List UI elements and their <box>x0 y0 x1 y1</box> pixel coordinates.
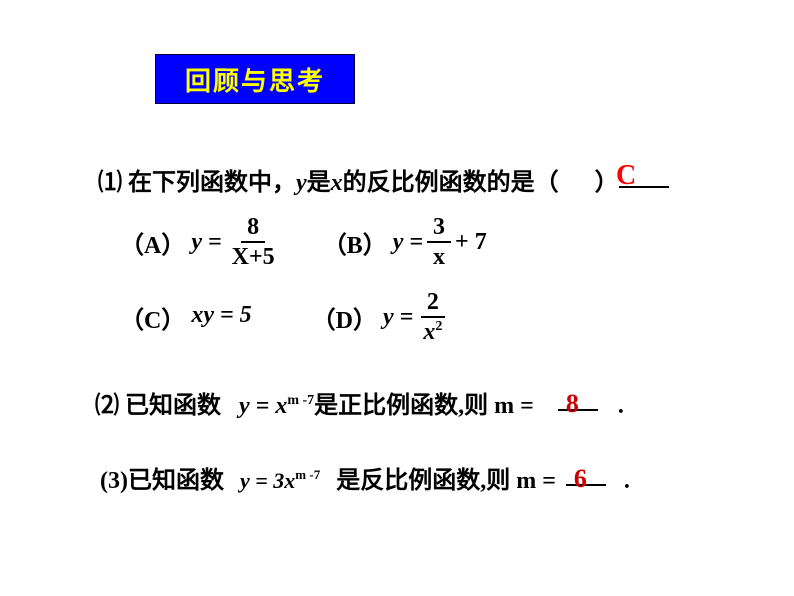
q1-num: ⑴ <box>98 170 122 196</box>
optD-den-base: x <box>423 319 435 345</box>
optA-lhs: y = <box>191 229 221 256</box>
q3-answer: 6 <box>574 464 587 494</box>
question-2: ⑵ 已知函数 y = xm -7是正比例函数,则 m = 8 . <box>95 385 624 420</box>
optA-den: X+5 <box>226 243 281 269</box>
q2-answer: 8 <box>566 389 579 419</box>
question-1: ⑴ 在下列函数中，y是x的反比例函数的是（） <box>98 162 669 197</box>
options-row-2: （C） xy = 5 （D） y = 2 x2 <box>120 290 452 344</box>
question-3: (3)已知函数 y = 3xm -7 是反比例函数,则 m = 6 . <box>100 460 630 495</box>
options-row-1: （A） y = 8 X+5 （B） y = 3 x + 7 <box>120 215 487 269</box>
q1-mid1: 是 <box>307 170 331 196</box>
q2-eq: y = x <box>239 393 287 419</box>
optD-frac: 2 x2 <box>417 290 448 344</box>
q2-num: ⑵ <box>95 393 119 419</box>
optA-label: （A） <box>120 225 185 260</box>
optB-frac: 3 x <box>427 215 451 269</box>
optC-label: （C） <box>120 300 185 335</box>
q3-period: . <box>624 468 630 494</box>
option-d: （D） y = 2 x2 <box>312 290 453 344</box>
q1-answer: C <box>616 160 636 192</box>
option-b: （B） y = 3 x + 7 <box>323 215 487 269</box>
q1-x: x <box>331 170 343 196</box>
optD-den: x2 <box>417 318 448 344</box>
option-a: （A） y = 8 X+5 <box>120 215 285 269</box>
optB-plus: + 7 <box>455 229 487 256</box>
q3-exp: m -7 <box>295 467 320 482</box>
optD-num: 2 <box>421 290 445 318</box>
q2-post: 是正比例函数,则 m = <box>314 393 534 419</box>
optD-lhs: y = <box>383 304 413 331</box>
q3-num: (3) <box>100 468 128 494</box>
optB-lhs: y = <box>393 229 423 256</box>
optB-den: x <box>427 243 451 269</box>
q3-post: 是反比例函数,则 m = <box>336 468 556 494</box>
optD-label: （D） <box>312 300 377 335</box>
optA-num: 8 <box>241 215 265 243</box>
q3-eq: y = 3x <box>240 468 295 493</box>
q2-pre: 已知函数 <box>125 393 221 419</box>
optB-label: （B） <box>323 225 387 260</box>
option-c: （C） xy = 5 <box>120 300 252 335</box>
q2-period: . <box>618 393 624 419</box>
optC-eq: xy = 5 <box>191 302 251 329</box>
q1-mid2: 的反比例函数的是（ <box>343 170 559 196</box>
optB-num: 3 <box>427 215 451 243</box>
title-box: 回顾与思考 <box>155 54 355 104</box>
q1-y: y <box>296 170 307 196</box>
q3-pre: 已知函数 <box>128 468 224 494</box>
q1-pre: 在下列函数中， <box>128 170 296 196</box>
optD-den-sup: 2 <box>435 319 442 334</box>
optA-frac: 8 X+5 <box>226 215 281 269</box>
q2-exp: m -7 <box>287 393 314 408</box>
